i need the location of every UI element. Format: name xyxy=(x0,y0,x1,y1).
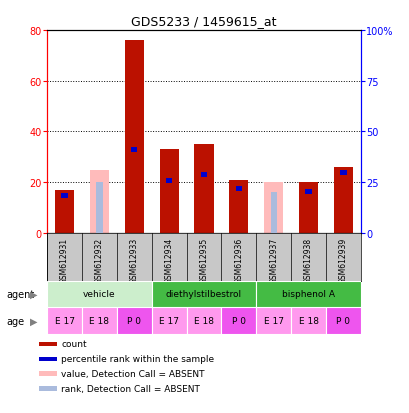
Bar xyxy=(90,170,109,233)
Bar xyxy=(333,168,352,233)
Bar xyxy=(200,172,207,177)
Bar xyxy=(263,183,283,233)
Text: bisphenol A: bisphenol A xyxy=(281,290,334,299)
Bar xyxy=(186,308,221,335)
Text: GSM612936: GSM612936 xyxy=(234,237,243,283)
Text: P 0: P 0 xyxy=(335,317,350,325)
Text: age: age xyxy=(6,316,24,326)
Text: E 18: E 18 xyxy=(193,317,213,325)
Text: ▶: ▶ xyxy=(30,289,37,299)
Text: E 17: E 17 xyxy=(263,317,283,325)
Text: P 0: P 0 xyxy=(231,317,245,325)
Bar xyxy=(124,41,144,233)
Bar xyxy=(325,308,360,335)
Bar xyxy=(229,180,248,233)
Text: diethylstilbestrol: diethylstilbestrol xyxy=(166,290,241,299)
Text: E 17: E 17 xyxy=(54,317,74,325)
Bar xyxy=(298,183,317,233)
Bar xyxy=(159,150,178,233)
Text: P 0: P 0 xyxy=(127,317,141,325)
Text: GSM612939: GSM612939 xyxy=(338,237,347,283)
Bar xyxy=(47,281,151,308)
Text: GSM612934: GSM612934 xyxy=(164,237,173,283)
Text: GSM612932: GSM612932 xyxy=(95,237,103,283)
Text: count: count xyxy=(61,339,87,349)
Bar xyxy=(256,281,360,308)
Text: E 18: E 18 xyxy=(298,317,318,325)
Text: rank, Detection Call = ABSENT: rank, Detection Call = ABSENT xyxy=(61,384,200,393)
Bar xyxy=(55,190,74,233)
Bar xyxy=(82,308,117,335)
Bar xyxy=(151,281,256,308)
Text: agent: agent xyxy=(6,289,34,299)
Text: GSM612937: GSM612937 xyxy=(269,237,277,283)
Text: GSM612933: GSM612933 xyxy=(130,237,138,283)
Text: E 18: E 18 xyxy=(89,317,109,325)
Bar xyxy=(39,357,56,361)
Bar xyxy=(339,170,346,175)
Bar xyxy=(256,308,290,335)
Text: GSM612938: GSM612938 xyxy=(303,237,312,283)
Bar xyxy=(235,186,241,191)
Bar xyxy=(221,308,256,335)
Text: GSM612931: GSM612931 xyxy=(60,237,69,283)
Bar xyxy=(166,178,172,183)
Bar xyxy=(305,189,311,195)
Text: ▶: ▶ xyxy=(30,316,37,326)
Bar xyxy=(96,183,102,233)
Bar xyxy=(290,308,325,335)
Bar xyxy=(39,387,56,391)
Bar xyxy=(131,148,137,153)
Text: E 17: E 17 xyxy=(159,317,179,325)
Bar xyxy=(117,308,151,335)
Bar xyxy=(151,308,186,335)
Bar xyxy=(39,342,56,346)
Text: GSM612935: GSM612935 xyxy=(199,237,208,283)
Bar xyxy=(194,145,213,233)
Bar xyxy=(47,308,82,335)
Text: percentile rank within the sample: percentile rank within the sample xyxy=(61,354,214,363)
Bar xyxy=(61,193,67,198)
Title: GDS5233 / 1459615_at: GDS5233 / 1459615_at xyxy=(131,15,276,28)
Bar xyxy=(270,193,276,233)
Bar xyxy=(39,372,56,376)
Text: value, Detection Call = ABSENT: value, Detection Call = ABSENT xyxy=(61,369,204,378)
Text: vehicle: vehicle xyxy=(83,290,115,299)
